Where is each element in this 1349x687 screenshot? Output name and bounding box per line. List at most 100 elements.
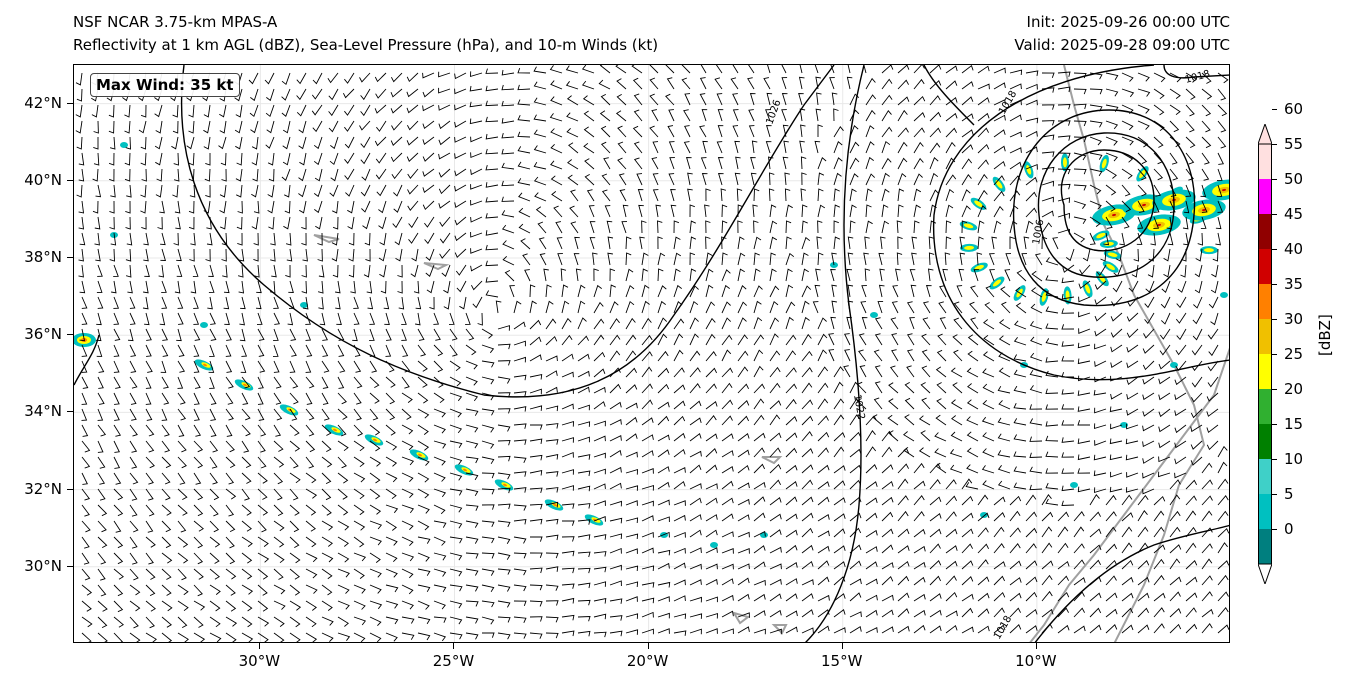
wind-barb xyxy=(1217,120,1227,133)
wind-barb xyxy=(625,300,635,314)
wind-barb xyxy=(160,360,167,373)
wind-barb xyxy=(799,65,803,74)
wind-barb xyxy=(625,533,639,540)
wind-barb xyxy=(625,317,636,330)
wind-barb xyxy=(193,376,201,389)
wind-barb xyxy=(192,264,199,277)
wind-barb xyxy=(454,168,467,177)
wind-barb xyxy=(993,561,1006,570)
wind-barb xyxy=(785,416,798,426)
wind-barb xyxy=(865,141,875,154)
wind-barb xyxy=(673,467,686,474)
wind-barb xyxy=(705,563,718,570)
wind-barb xyxy=(305,376,315,389)
wind-barb xyxy=(299,152,307,166)
wind-barb xyxy=(1185,542,1197,554)
wind-barb xyxy=(801,399,813,410)
wind-barb xyxy=(235,168,243,182)
isobar-label: 1018 xyxy=(992,614,1014,642)
fields-title: Reflectivity at 1 km AGL (dBZ), Sea-Leve… xyxy=(73,36,659,54)
wind-barb xyxy=(129,424,138,437)
wind-barb xyxy=(918,415,931,426)
wind-barb xyxy=(881,528,894,538)
wind-barb xyxy=(945,591,958,602)
wind-barb xyxy=(236,152,243,166)
wind-barb xyxy=(209,376,215,389)
wind-barb xyxy=(1185,576,1198,586)
wind-barb xyxy=(284,184,291,198)
wind-barb xyxy=(913,204,921,218)
wind-barb xyxy=(767,65,771,74)
wind-barb xyxy=(533,176,547,186)
wind-barb xyxy=(737,548,750,554)
wind-barb xyxy=(1177,280,1187,293)
wind-barb xyxy=(993,114,1006,122)
wind-barb xyxy=(1133,248,1139,262)
wind-barb xyxy=(328,104,339,117)
wind-barb xyxy=(961,593,974,602)
wind-barb xyxy=(281,72,291,86)
wind-barb xyxy=(1000,286,1011,298)
wind-barb xyxy=(161,552,173,564)
wind-barb xyxy=(609,500,622,507)
wind-barb xyxy=(673,514,686,522)
wind-barb xyxy=(673,500,686,506)
wind-barb xyxy=(881,94,893,106)
wind-barb xyxy=(301,216,307,230)
wind-barb xyxy=(737,220,743,234)
wind-barb xyxy=(877,301,884,314)
wind-barb xyxy=(113,584,124,597)
wind-barb xyxy=(433,584,447,593)
wind-barb xyxy=(737,383,750,394)
wind-barb xyxy=(422,184,435,193)
wind-barb xyxy=(801,593,814,602)
lon-tick xyxy=(453,643,455,649)
wind-barb xyxy=(689,350,701,362)
wind-barb xyxy=(417,424,429,435)
wind-barb xyxy=(1217,495,1229,506)
wind-barb xyxy=(657,350,669,362)
wind-barb xyxy=(251,152,259,166)
wind-barb xyxy=(225,424,233,437)
wind-barb xyxy=(705,236,711,250)
wind-barb xyxy=(160,232,166,246)
wind-barb xyxy=(998,367,1011,378)
wind-barb xyxy=(138,120,147,134)
wind-barb xyxy=(1013,403,1027,410)
wind-barb xyxy=(353,552,367,562)
wind-barb xyxy=(956,285,963,298)
wind-barb xyxy=(550,175,563,186)
wind-barb xyxy=(485,164,499,171)
wind-barb xyxy=(847,252,854,266)
wind-barb xyxy=(1201,200,1208,213)
wind-barb xyxy=(721,480,734,490)
wind-barb xyxy=(109,216,115,230)
wind-barb xyxy=(641,434,654,442)
map-panel[interactable]: 1026 1022 1018 1006 1018 1018 Max Wind: … xyxy=(73,64,1230,643)
wind-barb xyxy=(332,216,339,230)
wind-barb xyxy=(305,584,318,594)
wind-barb xyxy=(666,77,675,90)
wind-barb xyxy=(159,200,165,214)
reflectivity-cell xyxy=(373,438,377,442)
wind-barb xyxy=(497,503,511,510)
wind-barb xyxy=(289,504,300,516)
wind-barb xyxy=(361,200,371,213)
wind-barb xyxy=(1121,559,1134,570)
wind-barb xyxy=(577,335,589,346)
wind-barb xyxy=(407,184,419,195)
wind-barb xyxy=(641,468,654,474)
wind-barb xyxy=(193,520,204,532)
wind-barb xyxy=(785,204,793,218)
wind-barb xyxy=(353,472,366,483)
wind-barb xyxy=(573,253,580,266)
wind-barb xyxy=(801,367,813,378)
wind-barb xyxy=(470,184,483,190)
wind-barb xyxy=(625,500,638,506)
wind-barb xyxy=(817,530,830,538)
wind-barb xyxy=(209,504,219,517)
wind-barb xyxy=(909,269,916,282)
wind-barb xyxy=(376,184,387,197)
wind-barb xyxy=(861,317,868,330)
wind-barb xyxy=(701,109,708,122)
